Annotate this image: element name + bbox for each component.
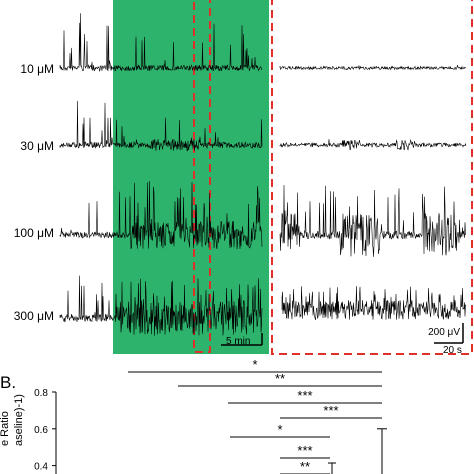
scalebar-time-zoom-label: 20 s	[443, 345, 462, 356]
trace-label-300: 300 μM	[14, 309, 54, 323]
zoom-highlight-box	[193, 0, 211, 353]
significance-mark: *	[252, 357, 257, 372]
zoom-panel-frame	[271, 0, 473, 355]
trace-10uM-zoom	[279, 65, 467, 71]
y-axis-label-line2: aseline)-1)	[13, 394, 25, 446]
trace-300uM-zoom	[281, 286, 467, 321]
trace-100uM-zoom	[279, 185, 467, 257]
scalebar-zoom: 200 μV 20 s	[428, 323, 464, 356]
error-bar-neighbor	[328, 462, 336, 474]
trace-100uM	[59, 181, 263, 250]
significance-mark: ***	[323, 403, 338, 418]
scalebar-voltage-label: 200 μV	[428, 327, 460, 338]
y-tick-label: 0.8	[34, 388, 48, 399]
y-axis-label-line1: e Ratio	[0, 411, 11, 446]
significance-mark: *	[277, 422, 282, 437]
error-bar	[377, 428, 387, 474]
scalebar-time-main-label: 5 min	[226, 336, 250, 347]
trace-300uM	[59, 275, 263, 336]
panel-b-label: B.	[0, 373, 16, 392]
trace-label-10: 10 μM	[20, 62, 54, 76]
significance-mark: **	[300, 459, 310, 474]
y-tick-label: 0.6	[34, 425, 48, 436]
trace-30uM-zoom	[279, 139, 467, 151]
significance-mark: **	[275, 371, 285, 386]
y-tick-label: 0.4	[34, 462, 48, 473]
voltage-traces	[59, 13, 467, 336]
trace-30uM	[59, 100, 263, 152]
trace-label-30: 30 μM	[20, 139, 54, 153]
trace-10uM	[59, 13, 263, 72]
significance-mark: ***	[297, 443, 312, 458]
significance-brackets: ***************	[128, 357, 382, 474]
significance-mark: ***	[297, 388, 312, 403]
scalebar-main: 5 min	[221, 333, 263, 347]
trace-label-100: 100 μM	[14, 226, 54, 240]
y-axis-ticks: 0.8 0.6 0.4	[34, 388, 56, 473]
